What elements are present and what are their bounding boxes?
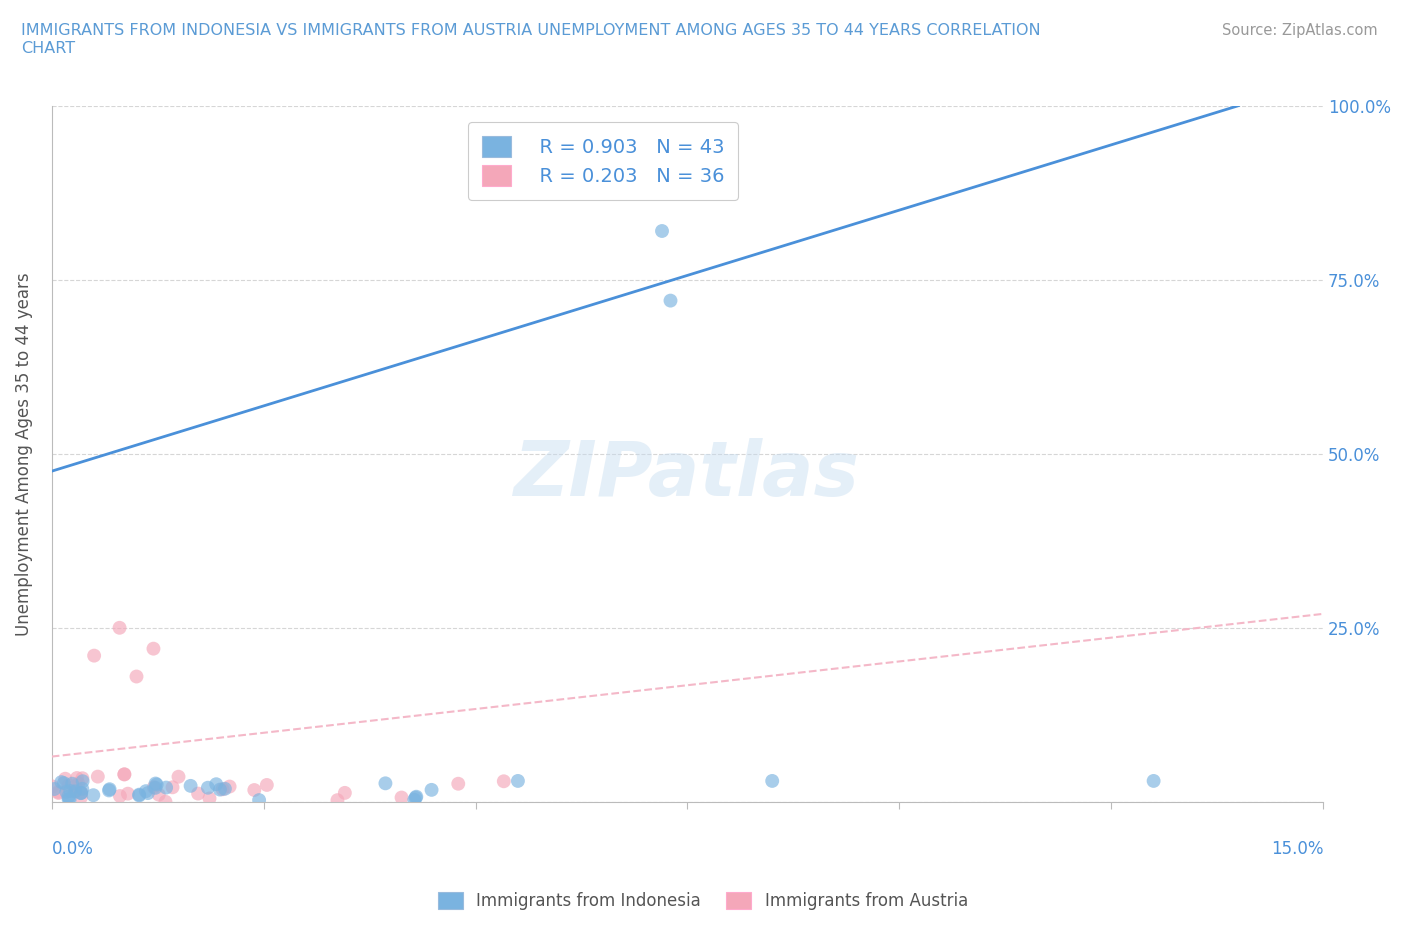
- Point: [492, 774, 515, 789]
- Point: [326, 792, 349, 807]
- Text: IMMIGRANTS FROM INDONESIA VS IMMIGRANTS FROM AUSTRIA UNEMPLOYMENT AMONG AGES 35 : IMMIGRANTS FROM INDONESIA VS IMMIGRANTS …: [21, 23, 1040, 56]
- Point: [187, 786, 209, 801]
- Point: [66, 771, 89, 786]
- Point: [214, 781, 236, 796]
- Point: [374, 776, 396, 790]
- Point: [117, 786, 139, 801]
- Point: [198, 791, 221, 806]
- Point: [59, 792, 82, 807]
- Point: [98, 782, 121, 797]
- Point: [333, 786, 356, 801]
- Point: [506, 774, 529, 789]
- Point: [67, 776, 90, 790]
- Point: [72, 771, 94, 786]
- Point: [41, 779, 63, 794]
- Point: [136, 786, 159, 801]
- Point: [70, 790, 93, 804]
- Point: [46, 785, 69, 800]
- Point: [59, 784, 82, 799]
- Point: [145, 780, 167, 795]
- Point: [218, 779, 240, 794]
- Point: [155, 780, 177, 795]
- Point: [60, 777, 83, 791]
- Point: [125, 669, 148, 684]
- Point: [52, 776, 75, 790]
- Point: [659, 293, 682, 308]
- Point: [70, 785, 93, 800]
- Point: [108, 789, 131, 804]
- Point: [180, 778, 202, 793]
- Y-axis label: Unemployment Among Ages 35 to 44 years: Unemployment Among Ages 35 to 44 years: [15, 272, 32, 635]
- Point: [65, 784, 87, 799]
- Point: [145, 777, 167, 792]
- Point: [162, 780, 184, 795]
- Point: [65, 779, 87, 794]
- Point: [112, 767, 135, 782]
- Point: [128, 787, 150, 802]
- Point: [72, 774, 94, 789]
- Point: [651, 223, 673, 238]
- Point: [155, 794, 177, 809]
- Point: [145, 777, 167, 791]
- Text: 15.0%: 15.0%: [1271, 840, 1323, 858]
- Point: [83, 648, 105, 663]
- Point: [148, 787, 170, 802]
- Point: [98, 783, 121, 798]
- Point: [51, 775, 73, 790]
- Point: [128, 788, 150, 803]
- Point: [761, 774, 783, 789]
- Point: [391, 790, 413, 805]
- Point: [404, 792, 426, 807]
- Point: [420, 782, 443, 797]
- Point: [70, 786, 93, 801]
- Point: [205, 777, 228, 791]
- Point: [405, 790, 427, 804]
- Point: [69, 786, 91, 801]
- Point: [256, 777, 278, 792]
- Point: [55, 784, 77, 799]
- Text: Source: ZipAtlas.com: Source: ZipAtlas.com: [1222, 23, 1378, 38]
- Point: [44, 781, 66, 796]
- Point: [112, 767, 135, 782]
- Legend:   R = 0.903   N = 43,   R = 0.203   N = 36: R = 0.903 N = 43, R = 0.203 N = 36: [468, 123, 738, 200]
- Point: [405, 790, 427, 805]
- Point: [211, 782, 233, 797]
- Point: [1142, 774, 1164, 789]
- Point: [243, 782, 266, 797]
- Text: 0.0%: 0.0%: [52, 840, 94, 858]
- Point: [247, 792, 270, 807]
- Point: [167, 769, 190, 784]
- Point: [53, 771, 76, 786]
- Point: [197, 780, 219, 795]
- Point: [447, 777, 470, 791]
- Point: [70, 781, 93, 796]
- Point: [87, 769, 110, 784]
- Point: [58, 791, 80, 806]
- Point: [58, 790, 80, 804]
- Point: [48, 786, 70, 801]
- Legend: Immigrants from Indonesia, Immigrants from Austria: Immigrants from Indonesia, Immigrants fr…: [432, 885, 974, 917]
- Text: ZIPatlas: ZIPatlas: [515, 438, 860, 512]
- Point: [108, 620, 131, 635]
- Point: [142, 780, 165, 795]
- Point: [63, 784, 86, 799]
- Point: [208, 782, 231, 797]
- Point: [135, 784, 157, 799]
- Point: [142, 641, 165, 656]
- Point: [58, 778, 80, 793]
- Point: [82, 788, 104, 803]
